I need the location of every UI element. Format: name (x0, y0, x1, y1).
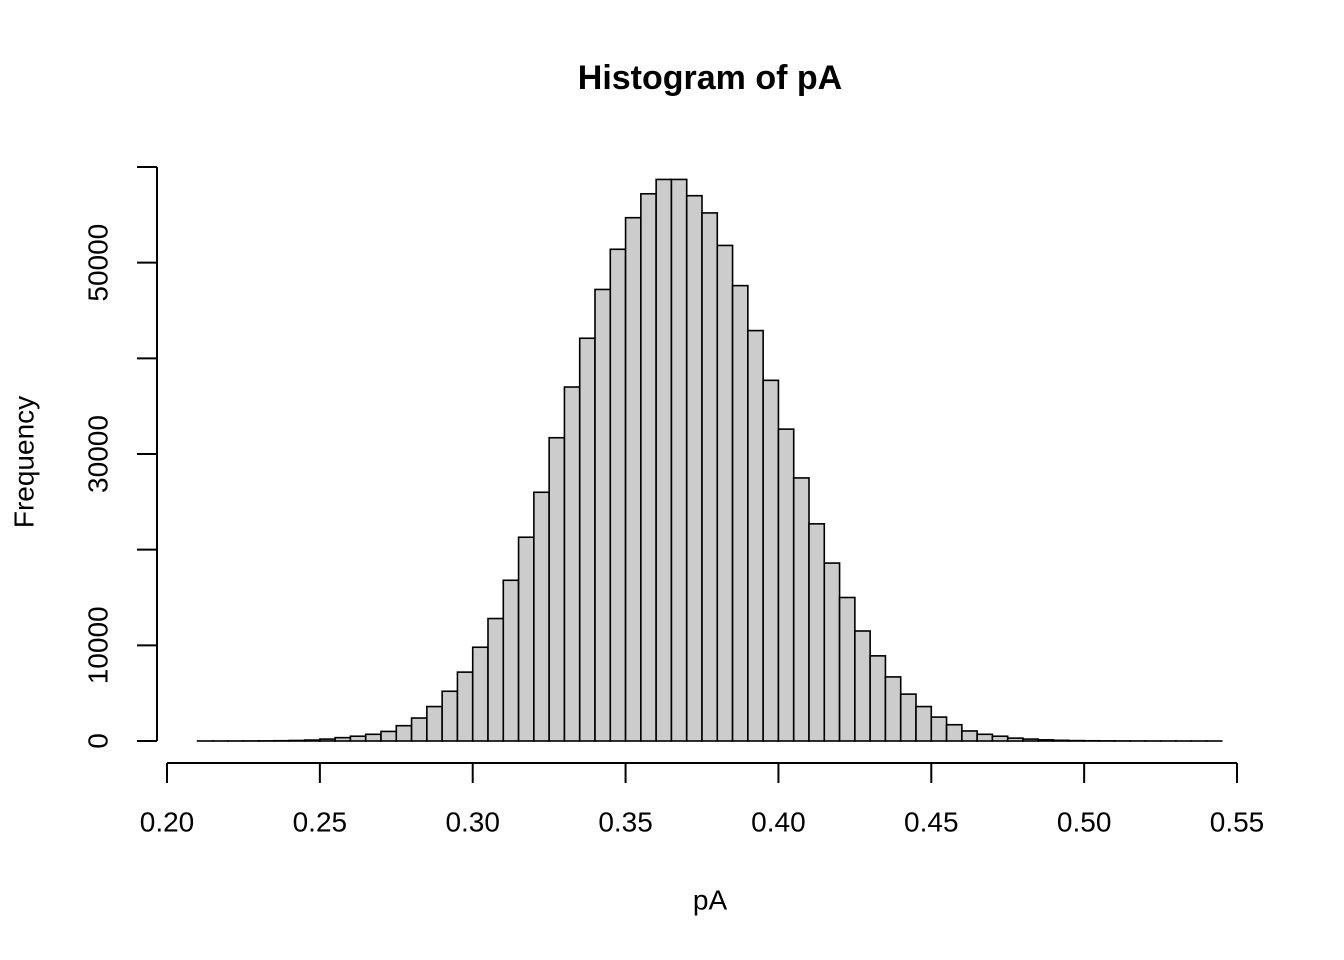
bar (578, 337, 596, 742)
y-tick-label: 0 (82, 733, 113, 749)
bar (762, 379, 780, 742)
bar (808, 523, 826, 742)
y-tick-label: 10000 (82, 606, 113, 684)
x-tick-label: 0.35 (598, 806, 653, 837)
bar (640, 192, 657, 742)
bar (945, 723, 963, 742)
bar (624, 216, 642, 742)
bar (609, 248, 627, 742)
bar (777, 428, 795, 742)
bar (792, 477, 810, 742)
x-tick-label: 0.30 (445, 806, 500, 837)
bar (685, 194, 703, 742)
bar (395, 724, 413, 742)
bar (563, 386, 581, 742)
bar (1022, 738, 1040, 742)
bar (349, 735, 367, 742)
bar (716, 244, 734, 742)
bar (823, 562, 841, 742)
x-tick-label: 0.55 (1210, 806, 1265, 837)
bar (976, 733, 994, 742)
bar (1006, 737, 1024, 742)
bar (884, 676, 902, 742)
bar (502, 579, 520, 742)
x-tick-label: 0.25 (293, 806, 348, 837)
bar (701, 212, 719, 742)
bar (655, 178, 673, 742)
bar (930, 716, 948, 742)
bar (380, 730, 398, 742)
x-tick-label: 0.40 (751, 806, 806, 837)
y-tick-label: 30000 (82, 415, 113, 493)
bar (869, 655, 887, 742)
bar (1037, 739, 1055, 742)
bar (410, 717, 428, 742)
x-tick-label: 0.45 (904, 806, 959, 837)
bar (288, 739, 306, 742)
bar (899, 693, 917, 742)
chart-title: Histogram of pA (578, 59, 842, 97)
bar (319, 738, 336, 742)
bar (364, 733, 382, 742)
bar (456, 671, 474, 742)
y-axis-label: Frequency (8, 396, 39, 528)
bar (334, 736, 352, 742)
bar (426, 705, 443, 742)
bar (487, 617, 505, 742)
bar (441, 690, 459, 742)
x-tick-label: 0.50 (1057, 806, 1112, 837)
bar (303, 739, 321, 742)
bar (747, 329, 764, 742)
bar (594, 288, 612, 742)
bar (961, 730, 978, 742)
bar (517, 536, 535, 742)
bar (731, 284, 749, 742)
bar (838, 596, 856, 742)
bar (854, 630, 871, 742)
bar (471, 646, 489, 742)
y-tick-label: 50000 (82, 224, 113, 302)
x-axis-label: pA (693, 884, 728, 915)
bar (548, 436, 566, 742)
x-tick-label: 0.20 (140, 806, 195, 837)
bar (991, 735, 1009, 742)
bar (915, 705, 933, 742)
bar (533, 491, 550, 742)
bar (670, 178, 688, 742)
bar (1052, 739, 1070, 742)
